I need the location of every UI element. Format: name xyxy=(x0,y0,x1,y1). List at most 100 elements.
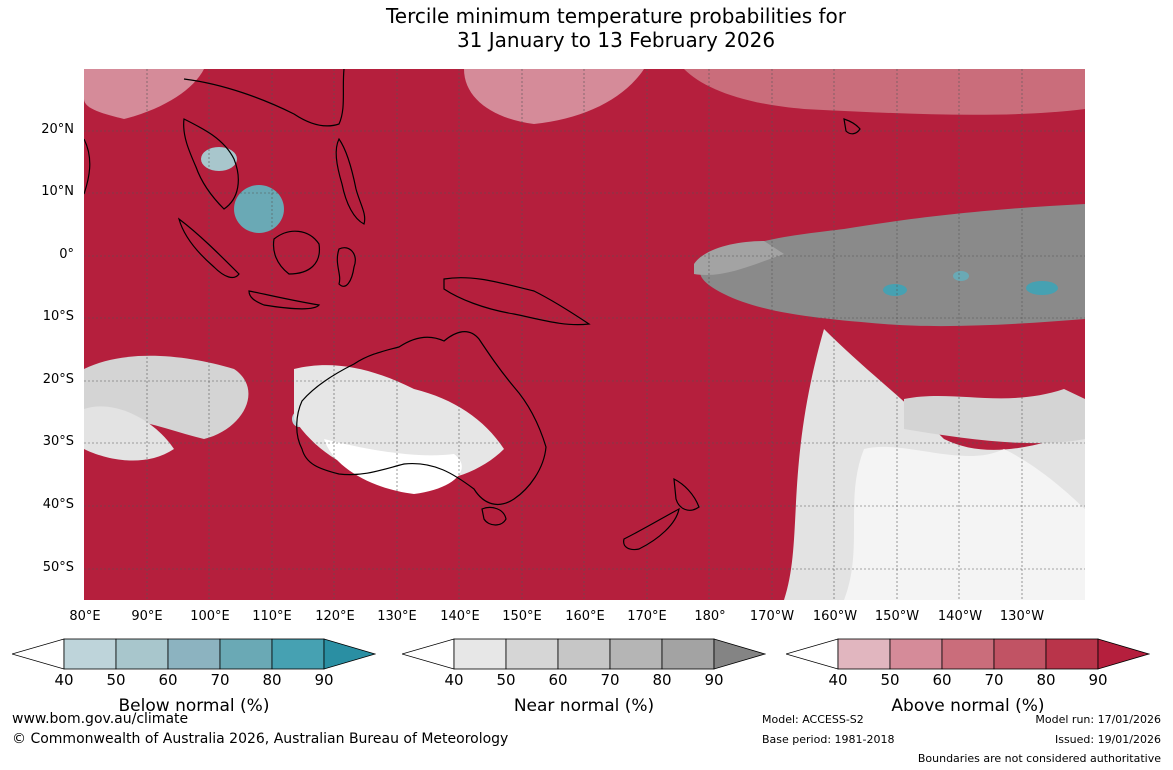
lon-label-140e: 140°E xyxy=(440,609,480,624)
coast-java xyxy=(248,290,321,310)
cb-near-low xyxy=(402,638,455,670)
lon-label-170e: 170°E xyxy=(627,609,667,624)
cb-near-seg-2 xyxy=(505,638,559,670)
probability-map xyxy=(84,69,1085,600)
cb-below-high xyxy=(323,638,376,670)
lat-label-20n: 20°N xyxy=(41,122,74,137)
cb-near-seg-3 xyxy=(557,638,611,670)
near-normal-east-pacific xyxy=(784,329,1085,600)
lon-label-180: 180° xyxy=(694,609,726,624)
lat-label-50s: 50°S xyxy=(42,560,74,575)
near-normal-equatorial-pacific xyxy=(694,204,1085,327)
cb-near-tick-60: 60 xyxy=(548,671,568,689)
cb-below-tick-90: 90 xyxy=(314,671,334,689)
cb-above-tick-60: 60 xyxy=(932,671,952,689)
cb-below-tick-40: 40 xyxy=(54,671,74,689)
cb-below-seg-2 xyxy=(115,638,169,670)
coast-new-guinea xyxy=(443,277,591,326)
cb-below-seg-1 xyxy=(63,638,117,670)
title-line-1: Tercile minimum temperature probabilitie… xyxy=(385,4,847,28)
base-period: Base period: 1981-2018 xyxy=(762,733,895,746)
boundaries-disclaimer: Boundaries are not considered authoritat… xyxy=(917,752,1161,765)
near-normal-north xyxy=(84,69,1085,124)
cb-below-seg-3 xyxy=(167,638,221,670)
colorbar-above xyxy=(786,638,1150,670)
cb-near-tick-50: 50 xyxy=(496,671,516,689)
coast-india xyxy=(84,138,91,195)
colorbar-below xyxy=(12,638,376,670)
lon-label-80e: 80°E xyxy=(69,609,101,624)
model-run-date: Model run: 17/01/2026 xyxy=(1035,713,1161,726)
cb-near-tick-90: 90 xyxy=(704,671,724,689)
cb-near-seg-4 xyxy=(609,638,663,670)
lat-label-30s: 30°S xyxy=(42,434,74,449)
cb-above-tick-50: 50 xyxy=(880,671,900,689)
coast-philippines xyxy=(335,137,366,225)
cb-below-seg-5 xyxy=(271,638,325,670)
coast-china xyxy=(183,69,345,127)
cb-below-tick-70: 70 xyxy=(210,671,230,689)
cb-above-seg-3 xyxy=(941,638,995,670)
model-name: Model: ACCESS-S2 xyxy=(762,713,864,726)
lon-label-90e: 90°E xyxy=(131,609,163,624)
lon-label-110e: 110°E xyxy=(252,609,292,624)
cb-near-tick-80: 80 xyxy=(652,671,672,689)
coast-new-zealand-south xyxy=(623,507,680,551)
cb-above-seg-5 xyxy=(1045,638,1099,670)
cb-above-low xyxy=(786,638,839,670)
map-canvas xyxy=(84,69,1085,600)
cb-above-tick-70: 70 xyxy=(984,671,1004,689)
issued-date: Issued: 19/01/2026 xyxy=(1054,733,1161,746)
lon-label-130e: 130°E xyxy=(377,609,417,624)
map-title: Tercile minimum temperature probabilitie… xyxy=(0,4,1173,52)
lat-label-10s: 10°S xyxy=(42,309,74,324)
cb-below-tick-60: 60 xyxy=(158,671,178,689)
website-link[interactable]: www.bom.gov.au/climate xyxy=(12,711,189,727)
lon-label-150e: 150°E xyxy=(502,609,542,624)
lat-label-10n: 10°N xyxy=(41,184,74,199)
lon-label-170w: 170°W xyxy=(749,609,795,624)
coast-borneo xyxy=(272,230,320,275)
cb-near-seg-5 xyxy=(661,638,715,670)
lon-label-160w: 160°W xyxy=(812,609,858,624)
lon-label-100e: 100°E xyxy=(190,609,230,624)
lat-label-eq: 0° xyxy=(59,247,74,262)
copyright-text: © Commonwealth of Australia 2026, Austra… xyxy=(12,731,509,747)
graticule xyxy=(84,69,1085,600)
lon-label-150w: 150°W xyxy=(874,609,920,624)
colorbar-near xyxy=(402,638,766,670)
cb-above-tick-80: 80 xyxy=(1036,671,1056,689)
cb-near-tick-40: 40 xyxy=(444,671,464,689)
cb-below-title: Below normal (%) xyxy=(118,696,270,716)
cb-near-high xyxy=(713,638,766,670)
coast-sumatra xyxy=(177,217,240,279)
coast-sulawesi xyxy=(336,247,356,287)
cb-above-seg-1 xyxy=(837,638,891,670)
coast-tasmania xyxy=(481,506,507,526)
cb-near-seg-1 xyxy=(453,638,507,670)
cb-near-title: Near normal (%) xyxy=(513,696,655,716)
cb-below-low xyxy=(12,638,65,670)
cb-below-tick-80: 80 xyxy=(262,671,282,689)
lon-label-130w: 130°W xyxy=(999,609,1045,624)
coast-australia xyxy=(296,331,547,506)
title-line-2: 31 January to 13 February 2026 xyxy=(456,28,776,52)
coast-indochina xyxy=(183,118,239,210)
cb-above-title: Above normal (%) xyxy=(891,696,1045,716)
cb-above-tick-40: 40 xyxy=(828,671,848,689)
lon-label-160e: 160°E xyxy=(565,609,605,624)
cb-above-seg-4 xyxy=(993,638,1047,670)
cb-below-tick-50: 50 xyxy=(106,671,126,689)
cb-above-high xyxy=(1097,638,1150,670)
coast-hawaii xyxy=(843,118,861,135)
lat-label-40s: 40°S xyxy=(42,497,74,512)
cb-above-tick-90: 90 xyxy=(1088,671,1108,689)
lon-label-140w: 140°W xyxy=(937,609,983,624)
coast-new-zealand-north xyxy=(673,477,700,511)
cb-above-seg-2 xyxy=(889,638,943,670)
lon-label-120e: 120°E xyxy=(315,609,355,624)
coastlines xyxy=(84,69,861,551)
cb-below-seg-4 xyxy=(219,638,273,670)
cb-near-tick-70: 70 xyxy=(600,671,620,689)
lat-label-20s: 20°S xyxy=(42,372,74,387)
